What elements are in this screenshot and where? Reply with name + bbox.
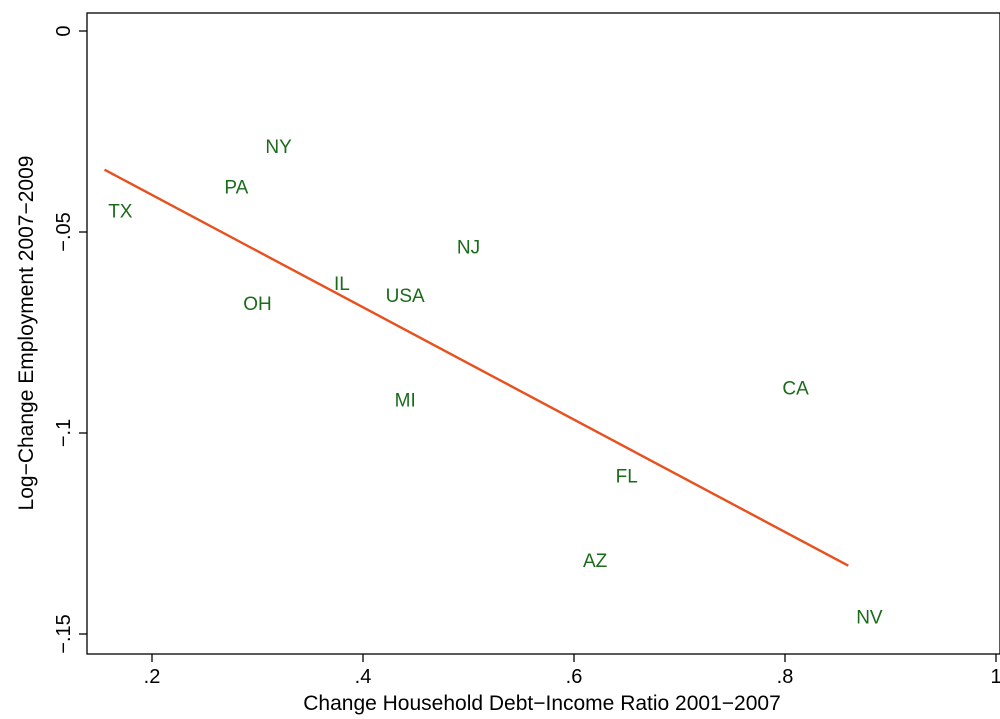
y-tick-label: −.05	[53, 212, 75, 251]
fit-line	[103, 168, 849, 567]
axis-ticks: .2 .4 .6 .8 1 0 −.05 −.1 −.15	[53, 25, 1000, 688]
x-tick-label: 1	[990, 666, 1000, 688]
point-label-usa: USA	[386, 286, 425, 307]
y-tick-label: −.15	[53, 614, 75, 653]
point-label-il: IL	[334, 274, 350, 295]
point-label-fl: FL	[616, 467, 638, 488]
fit-line-layer	[103, 168, 849, 567]
x-axis-title: Change Household Debt−Income Ratio 2001−…	[303, 692, 781, 715]
y-tick-label: −.1	[53, 419, 75, 447]
y-tick-label: 0	[53, 25, 75, 36]
point-label-tx: TX	[108, 201, 133, 222]
point-label-nv: NV	[856, 607, 883, 628]
point-label-az: AZ	[583, 551, 608, 572]
y-axis-title: Log−Change Employment 2007−2009	[15, 156, 38, 511]
plot-area-frame	[86, 12, 1000, 655]
point-label-pa: PA	[224, 177, 248, 198]
plot-border	[86, 12, 1000, 655]
point-label-ca: CA	[782, 378, 809, 399]
x-tick-label: .4	[355, 666, 372, 688]
x-tick-label: .2	[144, 666, 161, 688]
point-labels-layer: TX PA NY OH IL USA NJ MI CA FL AZ NV	[108, 137, 883, 628]
x-tick-label: .8	[777, 666, 794, 688]
point-label-oh: OH	[243, 294, 272, 315]
point-label-mi: MI	[395, 390, 416, 411]
x-tick-label: .6	[566, 666, 583, 688]
point-label-nj: NJ	[457, 238, 480, 259]
point-label-ny: NY	[265, 137, 292, 158]
